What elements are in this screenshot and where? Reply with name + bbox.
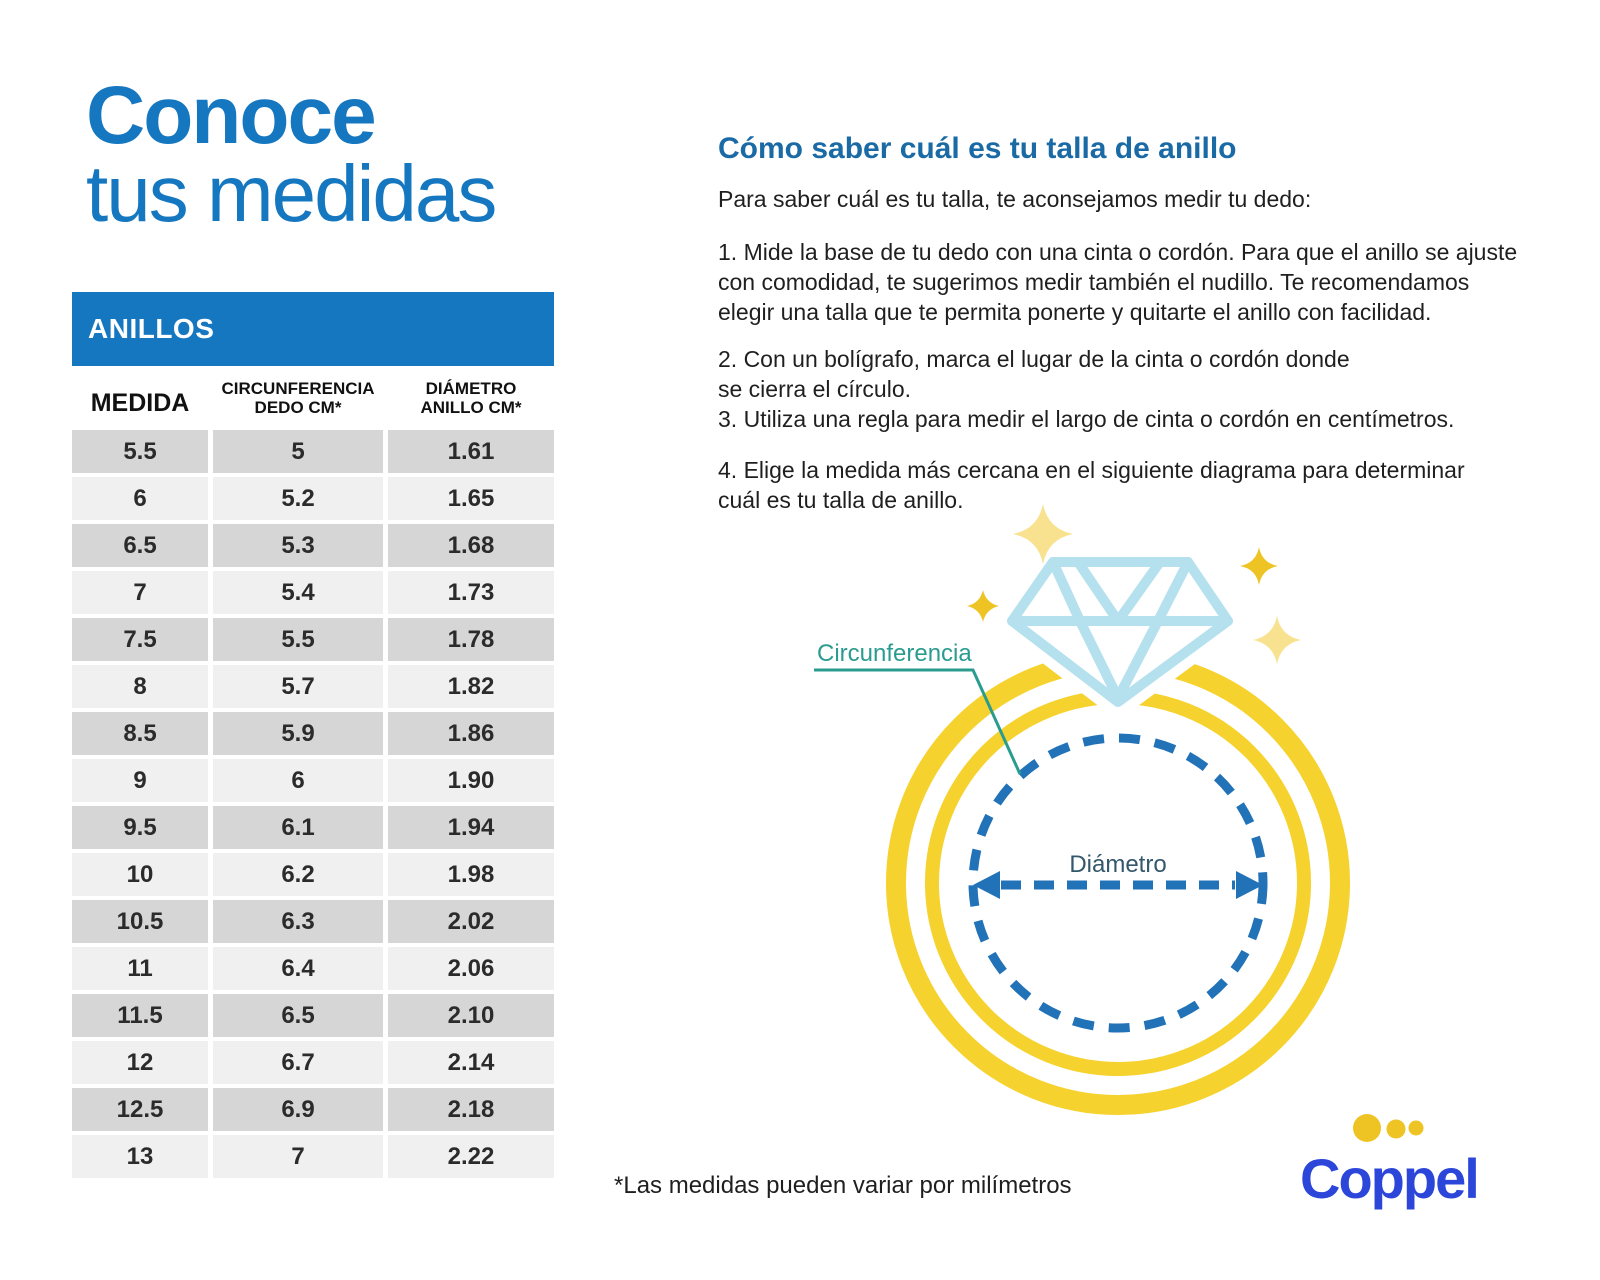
- cell-diametro: 1.68: [388, 524, 554, 567]
- cell-diametro: 1.94: [388, 806, 554, 849]
- page-title: Conoce tus medidas: [86, 70, 497, 238]
- cell-circunferencia: 6.1: [213, 806, 383, 849]
- table-row: 5.5 5 1.61: [72, 430, 554, 473]
- table-row: 13 7 2.22: [72, 1135, 554, 1178]
- cell-medida: 5.5: [72, 430, 208, 473]
- cell-diametro: 1.78: [388, 618, 554, 661]
- rings-size-table: ANILLOS MEDIDA CIRCUNFERENCIA DEDO CM* D…: [72, 292, 554, 1182]
- cell-medida: 10: [72, 853, 208, 896]
- table-row: 6 5.2 1.65: [72, 477, 554, 520]
- table-row: 8 5.7 1.82: [72, 665, 554, 708]
- table-row: 11 6.4 2.06: [72, 947, 554, 990]
- cell-diametro: 2.22: [388, 1135, 554, 1178]
- howto-step-1: 1. Mide la base de tu dedo con una cinta…: [718, 239, 1518, 325]
- howto-intro: Para saber cuál es tu talla, te aconseja…: [718, 186, 1312, 212]
- column-header-medida: MEDIDA: [90, 389, 190, 418]
- sparkle-icon: [967, 590, 999, 622]
- table-row: 11.5 6.5 2.10: [72, 994, 554, 1037]
- cell-circunferencia: 5: [213, 430, 383, 473]
- table-row: 7 5.4 1.73: [72, 571, 554, 614]
- table-body: 5.5 5 1.61 6 5.2 1.65 6.5 5.3 1.68 7 5.4 1.73 7.…: [72, 430, 554, 1178]
- cell-medida: 6: [72, 477, 208, 520]
- cell-circunferencia: 6.2: [213, 853, 383, 896]
- table-row: 12 6.7 2.14: [72, 1041, 554, 1084]
- sparkle-icon: [1013, 504, 1073, 564]
- table-header-bar-label: ANILLOS: [88, 313, 215, 344]
- cell-medida: 12: [72, 1041, 208, 1084]
- cell-medida: 12.5: [72, 1088, 208, 1131]
- column-header-circunferencia: CIRCUNFERENCIA DEDO CM*: [221, 378, 375, 418]
- footnote: *Las medidas pueden variar por milímetro…: [614, 1172, 1072, 1199]
- table-column-headers: MEDIDA CIRCUNFERENCIA DEDO CM* DIÁMETRO …: [72, 370, 554, 422]
- cell-medida: 6.5: [72, 524, 208, 567]
- cell-diametro: 2.06: [388, 947, 554, 990]
- howto-step-4: 4. Elige la medida más cercana en el sig…: [718, 457, 1465, 513]
- cell-medida: 7: [72, 571, 208, 614]
- cell-circunferencia: 5.5: [213, 618, 383, 661]
- cell-circunferencia: 7: [213, 1135, 383, 1178]
- cell-diametro: 2.14: [388, 1041, 554, 1084]
- howto-step-2: 2. Con un bolígrafo, marca el lugar de l…: [718, 346, 1350, 402]
- table-row: 10 6.2 1.98: [72, 853, 554, 896]
- cell-medida: 9: [72, 759, 208, 802]
- table-row: 10.5 6.3 2.02: [72, 900, 554, 943]
- table-row: 12.5 6.9 2.18: [72, 1088, 554, 1131]
- howto-heading: Cómo saber cuál es tu talla de anillo: [718, 132, 1237, 165]
- cell-circunferencia: 6.4: [213, 947, 383, 990]
- cell-circunferencia: 6.3: [213, 900, 383, 943]
- cell-diametro: 1.90: [388, 759, 554, 802]
- cell-medida: 9.5: [72, 806, 208, 849]
- cell-circunferencia: 5.4: [213, 571, 383, 614]
- logo-dot-medium: [1386, 1119, 1406, 1139]
- cell-diametro: 2.10: [388, 994, 554, 1037]
- page-title-line1: Conoce: [86, 70, 377, 161]
- cell-medida: 7.5: [72, 618, 208, 661]
- cell-circunferencia: 5.2: [213, 477, 383, 520]
- diameter-label: Diámetro: [1069, 851, 1166, 878]
- cell-circunferencia: 5.3: [213, 524, 383, 567]
- table-row: 7.5 5.5 1.78: [72, 618, 554, 661]
- table-row: 6.5 5.3 1.68: [72, 524, 554, 567]
- logo-dot-small: [1408, 1120, 1424, 1136]
- table-row: 9.5 6.1 1.94: [72, 806, 554, 849]
- circumference-leader-line: [814, 668, 1022, 775]
- column-header-diametro: DIÁMETRO ANILLO CM*: [420, 378, 522, 418]
- cell-medida: 8.5: [72, 712, 208, 755]
- cell-medida: 10.5: [72, 900, 208, 943]
- coppel-logo: Coppel: [1300, 1114, 1480, 1210]
- logo-dot-large: [1353, 1114, 1381, 1142]
- cell-diametro: 1.65: [388, 477, 554, 520]
- sparkle-icon: [1240, 547, 1278, 585]
- cell-diametro: 1.86: [388, 712, 554, 755]
- cell-medida: 11.5: [72, 994, 208, 1037]
- cell-medida: 8: [72, 665, 208, 708]
- sparkle-icon: [1253, 616, 1301, 664]
- circumference-label: Circunferencia: [817, 640, 972, 667]
- cell-diametro: 2.18: [388, 1088, 554, 1131]
- cell-circunferencia: 5.7: [213, 665, 383, 708]
- howto-step-3: 3. Utiliza una regla para medir el largo…: [718, 406, 1455, 432]
- cell-diametro: 1.98: [388, 853, 554, 896]
- table-row: 8.5 5.9 1.86: [72, 712, 554, 755]
- table-header-bar: ANILLOS: [72, 292, 554, 366]
- cell-medida: 11: [72, 947, 208, 990]
- cell-circunferencia: 6.7: [213, 1041, 383, 1084]
- cell-diametro: 1.73: [388, 571, 554, 614]
- cell-circunferencia: 6: [213, 759, 383, 802]
- circumference-dashed-circle: [968, 733, 1268, 1033]
- cell-diametro: 1.82: [388, 665, 554, 708]
- diamond-icon: [1007, 557, 1233, 707]
- cell-circunferencia: 5.9: [213, 712, 383, 755]
- cell-diametro: 1.61: [388, 430, 554, 473]
- ring-diagram: Circunferencia Diámetro: [814, 504, 1350, 1115]
- cell-diametro: 2.02: [388, 900, 554, 943]
- page-title-line2: tus medidas: [86, 149, 497, 238]
- cell-circunferencia: 6.5: [213, 994, 383, 1037]
- table-row: 9 6 1.90: [72, 759, 554, 802]
- diameter-arrow: [973, 871, 1263, 899]
- logo-wordmark: Coppel: [1300, 1147, 1478, 1210]
- cell-circunferencia: 6.9: [213, 1088, 383, 1131]
- cell-medida: 13: [72, 1135, 208, 1178]
